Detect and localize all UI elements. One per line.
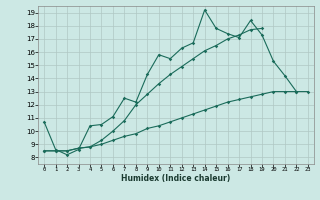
X-axis label: Humidex (Indice chaleur): Humidex (Indice chaleur) xyxy=(121,174,231,183)
